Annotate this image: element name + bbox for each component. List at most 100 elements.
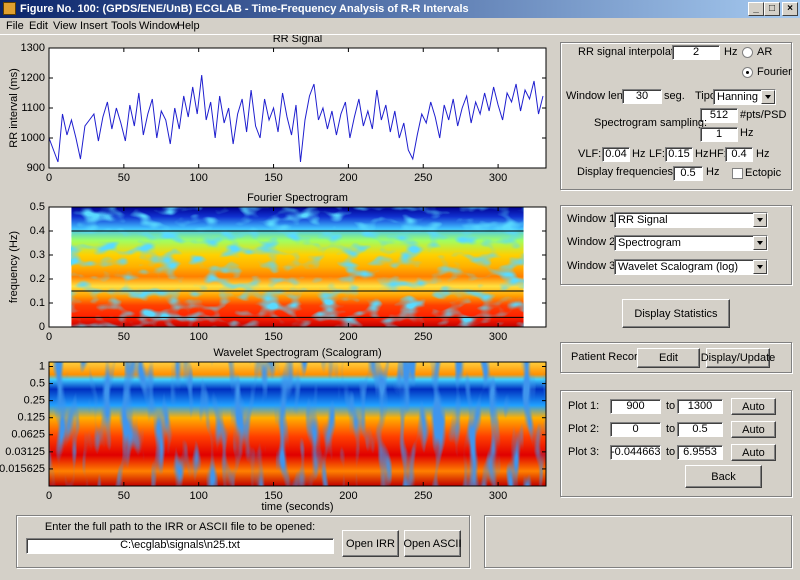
x-tick-label: 250 (414, 331, 432, 343)
text-field[interactable]: 2 (672, 45, 720, 60)
x-tick-label: 100 (190, 331, 208, 343)
text-field[interactable]: 30 (622, 89, 662, 104)
y-tick-label: 0.1 (30, 297, 45, 309)
y-tick-label: 0.5 (30, 377, 45, 389)
label: to (666, 400, 676, 412)
x-tick-label: 50 (118, 172, 130, 184)
label: LF: (649, 148, 665, 160)
label: Hz (632, 148, 646, 160)
axes-frame (48, 206, 547, 328)
rr-line (48, 74, 544, 163)
update-button[interactable]: Display/Update (701, 348, 775, 368)
auto-button[interactable]: Auto (731, 444, 776, 461)
x-tick-label: 0 (46, 331, 52, 343)
y-axis-label: frequency (Hz) (8, 231, 20, 303)
dropdown[interactable]: Spectrogram (614, 235, 768, 251)
auto-button[interactable]: Auto (731, 421, 776, 438)
path-field[interactable]: C:\ecglab\signals\n25.txt (26, 538, 334, 554)
chart-title: RR Signal (273, 33, 323, 45)
text-field[interactable]: 0.5 (677, 422, 723, 437)
text-field[interactable]: 900 (610, 399, 661, 414)
label: Enter the full path to the IRR or ASCII … (44, 521, 316, 533)
x-tick-label: 300 (489, 331, 507, 343)
radio-button[interactable] (742, 67, 753, 78)
y-tick-label: 0.25 (24, 395, 45, 407)
x-tick-label: 300 (489, 172, 507, 184)
minimize-button[interactable]: _ (748, 2, 764, 16)
x-axis-label: time (seconds) (261, 501, 333, 513)
text-field[interactable]: 0.15 (665, 147, 693, 162)
y-tick-label: 0.0625 (11, 429, 45, 441)
window-title: Figure No. 100: (GPDS/ENE/UnB) ECGLAB - … (20, 3, 469, 15)
text-field[interactable]: 0.5 (673, 166, 703, 181)
menu-item[interactable]: Tools (111, 20, 137, 32)
x-tick-label: 200 (339, 172, 357, 184)
menu-item[interactable]: Help (177, 20, 200, 32)
label: to (666, 446, 676, 458)
x-tick-label: 0 (46, 490, 52, 502)
y-tick-label: 1300 (21, 42, 45, 54)
label: VLF: (578, 148, 602, 160)
x-tick-label: 50 (118, 331, 130, 343)
open-ascii-button[interactable]: Open ASCII (403, 530, 462, 557)
maximize-button[interactable]: □ (764, 2, 780, 16)
menu-item[interactable]: Window (139, 20, 179, 32)
patient-panel (560, 342, 792, 373)
dropdown[interactable]: Wavelet Scalogram (log) (614, 259, 768, 275)
heatmap-texture (49, 362, 546, 486)
label: #pts/PSD (740, 109, 787, 121)
y-axis-label: RR interval (ms) (8, 68, 20, 147)
text-field[interactable]: -0.044663 (610, 445, 661, 460)
axes-frame (48, 361, 547, 487)
menu-item[interactable]: File (6, 20, 24, 32)
dropdown-value: RR Signal (618, 214, 668, 226)
dropdown[interactable]: RR Signal (614, 212, 768, 228)
close-button[interactable]: × (782, 2, 798, 16)
label: Spectrogram sampling: (594, 117, 708, 129)
edit-button[interactable]: Edit (637, 348, 700, 368)
checkbox[interactable] (732, 168, 743, 179)
text-field[interactable]: 1300 (677, 399, 723, 414)
x-tick-label: 200 (339, 490, 357, 502)
label: Plot 3: (568, 446, 600, 458)
plots-panel (560, 390, 792, 497)
text-field[interactable]: 6.9553 (677, 445, 723, 460)
dropdown-arrow (753, 236, 767, 250)
y-tick-label: 0.2 (30, 273, 45, 285)
dropdown-arrow (753, 213, 767, 227)
label: Hz (695, 148, 709, 160)
dropdown-arrow (761, 90, 775, 104)
chart-title: Wavelet Spectrogram (Scalogram) (213, 347, 381, 359)
title-bar: Figure No. 100: (GPDS/ENE/UnB) ECGLAB - … (0, 0, 800, 18)
text-field[interactable]: 0 (610, 422, 661, 437)
text-field[interactable]: 1 (700, 127, 738, 142)
x-tick-label: 50 (118, 490, 130, 502)
menu-bar: File Edit View Insert Tools Window Help (0, 18, 800, 35)
label: Hz (724, 46, 738, 58)
text-field[interactable]: 0.4 (725, 147, 753, 162)
dropdown-value: Wavelet Scalogram (log) (618, 261, 739, 273)
radio-button[interactable] (742, 47, 753, 58)
dropdown[interactable]: Hanning (713, 89, 776, 105)
menu-item[interactable]: Insert (80, 20, 108, 32)
label: Window 1: (567, 213, 619, 225)
y-tick-label: 1000 (21, 132, 45, 144)
auto-button[interactable]: Auto (731, 398, 776, 415)
text-field[interactable]: 0.04 (602, 147, 630, 162)
open-irr-button[interactable]: Open IRR (342, 530, 399, 557)
label: Window 2: (567, 236, 619, 248)
windows-panel (560, 205, 792, 285)
label: Window 3: (567, 260, 619, 272)
settings-panel (560, 42, 792, 190)
y-tick-label: 0.125 (17, 412, 45, 424)
x-tick-label: 250 (414, 490, 432, 502)
menu-item[interactable]: View (53, 20, 77, 32)
menu-item[interactable]: Edit (29, 20, 48, 32)
label: Fourier (757, 66, 792, 78)
x-tick-label: 300 (489, 490, 507, 502)
back-button[interactable]: Back (685, 465, 762, 488)
label: Hz (706, 166, 720, 178)
text-field[interactable]: 512 (700, 108, 738, 123)
stats-button[interactable]: Display Statistics (622, 299, 730, 328)
y-tick-label: 1100 (21, 102, 45, 114)
